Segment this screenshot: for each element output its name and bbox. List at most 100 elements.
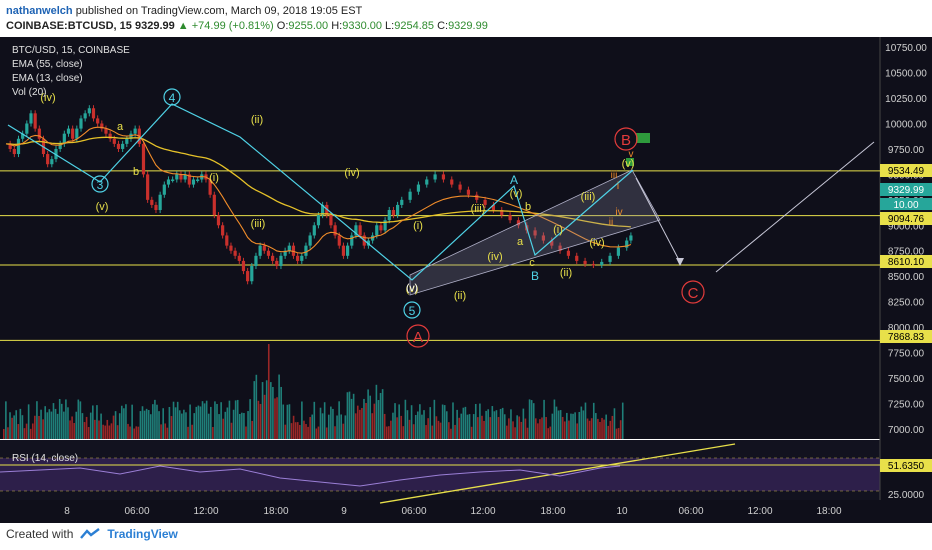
candle-body bbox=[408, 191, 412, 200]
volume-bar bbox=[261, 382, 264, 439]
volume-bar bbox=[116, 425, 119, 439]
price-chart[interactable]: 10750.00 10500.00 10250.00 10000.00 9750.00 9… bbox=[0, 37, 932, 523]
volume-bar bbox=[508, 418, 510, 439]
volume-bar bbox=[398, 404, 400, 439]
wave-label: (iii) bbox=[471, 203, 486, 215]
volume-bar bbox=[191, 424, 193, 439]
volume-bar bbox=[31, 423, 34, 439]
wave-label: (iv) bbox=[40, 92, 55, 104]
volume-bar bbox=[21, 415, 24, 439]
candle-body bbox=[125, 138, 129, 144]
volume-bar bbox=[15, 410, 18, 439]
wave-label: c bbox=[529, 257, 535, 269]
wave-label: (ii) bbox=[560, 267, 572, 279]
volume-bar bbox=[348, 391, 351, 439]
candle-body bbox=[212, 194, 216, 216]
volume-bar bbox=[361, 408, 363, 439]
volume-bar bbox=[619, 420, 622, 439]
low-label: L: bbox=[385, 20, 395, 32]
candle-body bbox=[216, 215, 221, 226]
volume-bar bbox=[255, 374, 258, 439]
candle-body bbox=[308, 235, 312, 246]
high-value: 9330.00 bbox=[342, 20, 382, 32]
volume-bar bbox=[479, 403, 481, 439]
wave-label: b bbox=[133, 166, 139, 178]
candle-body bbox=[175, 174, 179, 180]
candle-body bbox=[304, 245, 308, 256]
wave-label: (ii) bbox=[251, 114, 263, 126]
candle-body bbox=[241, 260, 246, 272]
volume-bar bbox=[203, 403, 206, 439]
volume-bar bbox=[578, 411, 581, 439]
volume-bar bbox=[133, 428, 136, 439]
volume-bar bbox=[263, 394, 266, 439]
time-axis bbox=[0, 500, 932, 523]
volume-bar bbox=[570, 413, 572, 439]
y-tick-label: 9000.00 bbox=[888, 221, 925, 232]
candle-body bbox=[121, 143, 125, 149]
volume-bar bbox=[145, 408, 148, 439]
volume-bar bbox=[205, 400, 208, 439]
volume-bar bbox=[197, 405, 200, 439]
volume-bar bbox=[75, 411, 78, 439]
wave-label: a bbox=[117, 121, 124, 133]
candle-body bbox=[108, 133, 112, 139]
volume-bar bbox=[58, 399, 61, 439]
volume-bar bbox=[557, 410, 560, 439]
candle-body bbox=[491, 204, 496, 211]
volume-bar bbox=[123, 408, 125, 439]
volume-bar bbox=[534, 418, 537, 439]
volume-bar bbox=[222, 418, 225, 439]
volume-bar bbox=[301, 401, 303, 439]
volume-bar bbox=[584, 402, 587, 439]
wave-label: (ii) bbox=[454, 290, 466, 302]
x-tick-label: 10 bbox=[616, 506, 628, 517]
wave-label: iv bbox=[615, 207, 622, 218]
volume-bar bbox=[226, 407, 229, 439]
volume-bar bbox=[71, 416, 73, 439]
volume-bar bbox=[280, 386, 282, 439]
volume-bar bbox=[46, 412, 49, 439]
candle-body bbox=[483, 199, 487, 205]
rsi-level-tag-text: 51.6350 bbox=[888, 461, 925, 472]
volume-bar bbox=[294, 422, 297, 439]
author-name[interactable]: nathanwelch bbox=[6, 5, 73, 17]
volume-bar bbox=[143, 410, 146, 439]
volume-bar bbox=[450, 428, 452, 439]
candle-body bbox=[379, 225, 383, 231]
volume-bar bbox=[3, 429, 5, 439]
rsi-line bbox=[0, 465, 621, 487]
volume-bar bbox=[501, 407, 504, 439]
volume-bar bbox=[170, 416, 173, 439]
wave-label: (v) bbox=[510, 188, 523, 200]
volume-bar bbox=[270, 382, 272, 439]
candle-body bbox=[341, 245, 346, 256]
volume-bar bbox=[510, 409, 512, 439]
candle-body bbox=[375, 225, 379, 236]
volume-bar bbox=[537, 423, 539, 439]
volume-bar bbox=[325, 427, 328, 439]
volume-bar bbox=[60, 403, 63, 439]
svg-text:5: 5 bbox=[409, 304, 416, 318]
volume-bar bbox=[83, 422, 86, 439]
volume-bar bbox=[38, 415, 40, 439]
volume-bar bbox=[613, 408, 616, 439]
candle-body bbox=[33, 113, 37, 129]
candle-body bbox=[162, 184, 166, 195]
wave-label: (i) bbox=[413, 220, 423, 232]
candle-body bbox=[158, 194, 162, 211]
volume-bar bbox=[385, 426, 388, 439]
candle-body bbox=[104, 128, 108, 134]
candle-body bbox=[233, 250, 237, 256]
tradingview-brand[interactable]: TradingView bbox=[107, 527, 178, 541]
volume-bar bbox=[183, 409, 185, 439]
candle-body bbox=[79, 118, 83, 129]
volume-bar bbox=[249, 399, 251, 439]
volume-bar bbox=[474, 403, 477, 439]
volume-bar bbox=[156, 404, 158, 439]
wave-label: ii bbox=[609, 217, 613, 228]
volume-bar bbox=[108, 425, 111, 439]
volume-bar bbox=[367, 389, 369, 439]
candle-body bbox=[91, 108, 96, 119]
target-marker-1 bbox=[636, 133, 650, 143]
